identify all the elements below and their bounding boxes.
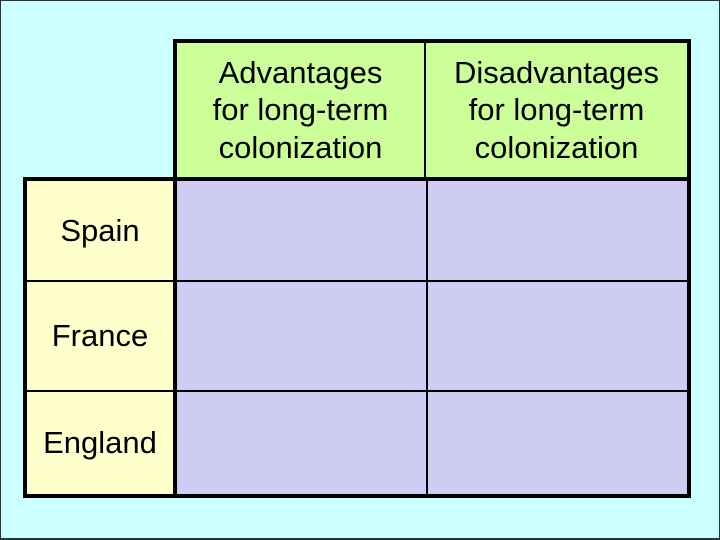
cell-england-disadvantages [426, 390, 691, 498]
row-header-england: England [23, 390, 173, 498]
table-corner-spacer [23, 39, 173, 181]
column-header-advantages: Advantages for long-term colonization [173, 39, 426, 181]
colonization-table: Advantages for long-term colonization Di… [23, 39, 691, 498]
cell-spain-disadvantages [426, 181, 691, 280]
cell-england-advantages [173, 390, 426, 498]
cell-spain-advantages [173, 181, 426, 280]
column-header-disadvantages: Disadvantages for long-term colonization [426, 39, 691, 181]
cell-france-disadvantages [426, 280, 691, 390]
cell-france-advantages [173, 280, 426, 390]
row-header-spain: Spain [23, 181, 173, 280]
row-header-france: France [23, 280, 173, 390]
